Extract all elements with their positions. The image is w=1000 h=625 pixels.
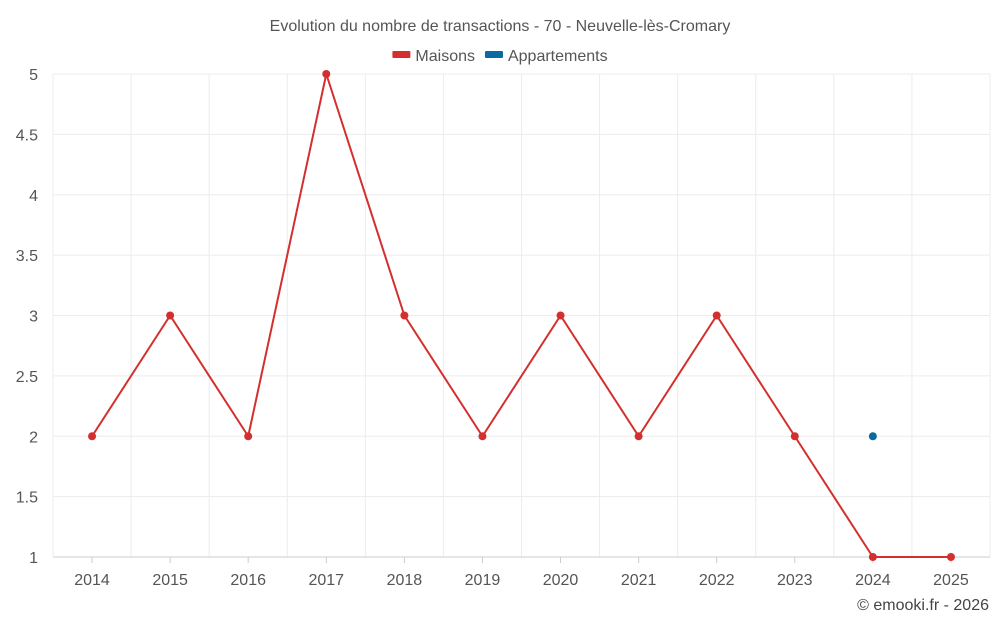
legend-label: Maisons [415,48,475,65]
x-axis: 2014 2015 2016 2017 2018 2019 2020 2021 2022 2023… [53,556,990,589]
data-point-maisons[interactable] [478,432,487,441]
legend-item-appartements[interactable]: Appartements [484,48,608,65]
data-point-maisons[interactable] [88,432,97,441]
data-point-maisons[interactable] [712,311,721,320]
x-tick-label: 2015 [152,572,188,589]
x-tick-label: 2016 [230,572,266,589]
y-tick-label: 3 [29,309,38,326]
x-tick-label: 2018 [387,572,423,589]
series-layer [88,70,955,561]
data-point-appartements[interactable] [868,432,877,441]
x-tick-label: 2025 [933,572,969,589]
x-tick-label: 2019 [465,572,501,589]
data-point-maisons[interactable] [556,311,565,320]
x-tick-label: 2021 [621,572,657,589]
y-tick-label: 1.5 [16,490,38,507]
data-point-maisons[interactable] [166,311,175,320]
legend-label: Appartements [508,48,608,65]
credit-text: © emooki.fr - 2026 [857,597,989,614]
data-point-maisons[interactable] [790,432,799,441]
series-maisons [88,70,955,561]
x-tick-label: 2023 [777,572,813,589]
y-tick-label: 5 [29,67,38,84]
y-tick-label: 1 [29,550,38,567]
data-point-maisons[interactable] [244,432,253,441]
x-tick-label: 2022 [699,572,735,589]
legend-swatch [484,51,503,58]
x-tick-label: 2020 [543,572,579,589]
chart-title: Evolution du nombre de transactions - 70… [270,18,731,35]
data-point-maisons[interactable] [400,311,409,320]
y-tick-label: 2.5 [16,369,38,386]
data-point-maisons[interactable] [634,432,643,441]
y-tick-label: 3.5 [16,248,38,265]
legend-swatch [392,51,411,58]
data-point-maisons[interactable] [322,70,331,78]
data-point-maisons[interactable] [868,553,877,561]
data-point-maisons[interactable] [946,553,955,561]
y-tick-label: 2 [29,429,38,446]
legend: Maisons Appartements [392,48,608,65]
legend-item-maisons[interactable]: Maisons [392,48,475,65]
y-tick-label: 4.5 [16,127,38,144]
grid-lines [52,73,991,558]
x-tick-label: 2024 [855,572,891,589]
series-appartements [868,432,877,441]
y-axis: 1 1.5 2 2.5 3 3.5 4 4.5 5 [16,67,38,567]
x-tick-label: 2014 [74,572,110,589]
y-tick-label: 4 [29,188,38,205]
x-tick-label: 2017 [308,572,344,589]
series-line-maisons [91,73,951,558]
